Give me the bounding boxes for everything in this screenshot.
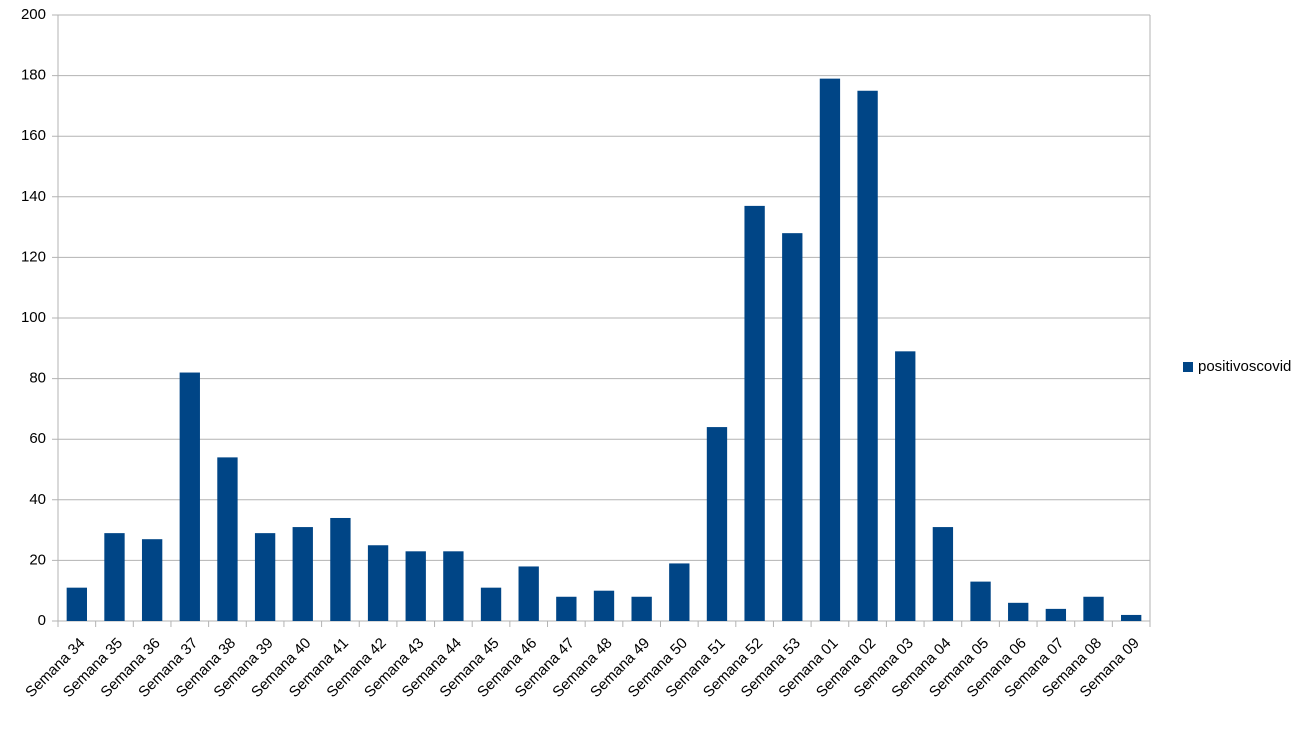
bar [66,587,87,621]
bar [217,457,238,621]
bar [970,581,991,621]
bar [1045,608,1067,621]
bar [1121,614,1142,621]
bar [556,596,577,621]
y-tick-label: 120 [21,248,46,265]
bar [443,551,464,621]
bar [405,551,426,621]
bar [819,78,841,621]
bar [179,372,200,621]
y-tick-label: 100 [21,309,46,326]
y-tick-label: 60 [29,430,46,447]
y-tick-label: 40 [29,491,46,508]
bar [1083,596,1104,621]
legend-swatch [1183,362,1193,372]
bar [631,596,652,621]
legend-label: positivoscovid [1198,358,1291,375]
bar [744,205,765,621]
y-tick-label: 0 [38,612,46,629]
y-tick-label: 140 [21,188,46,205]
bar [706,427,728,621]
bar [367,545,389,621]
bar [518,566,539,621]
bar [857,90,878,621]
bar [932,527,954,621]
bar [593,590,615,621]
bar [1008,602,1029,621]
y-tick-label: 20 [29,551,46,568]
bar [782,233,803,621]
bar [895,351,916,621]
y-tick-label: 80 [29,370,46,387]
y-tick-label: 160 [21,127,46,144]
bar [669,563,690,621]
y-tick-label: 180 [21,67,46,84]
bar [254,533,276,621]
y-tick-label: 200 [21,6,46,23]
bar [330,517,351,621]
bar [480,587,502,621]
bar [141,539,163,621]
bar [104,533,125,621]
bar [292,527,313,621]
